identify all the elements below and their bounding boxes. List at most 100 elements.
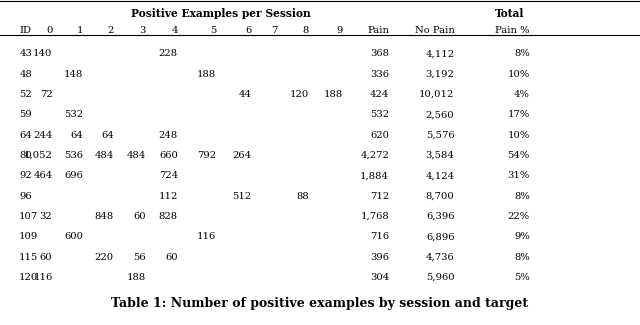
Text: Positive Examples per Session: Positive Examples per Session bbox=[131, 8, 310, 20]
Text: 59: 59 bbox=[19, 110, 32, 119]
Text: 32: 32 bbox=[40, 212, 52, 221]
Text: 188: 188 bbox=[127, 273, 146, 282]
Text: 8%: 8% bbox=[514, 253, 530, 262]
Text: 10%: 10% bbox=[508, 70, 530, 79]
Text: 532: 532 bbox=[370, 110, 389, 119]
Text: 80: 80 bbox=[19, 151, 32, 160]
Text: 248: 248 bbox=[159, 131, 178, 140]
Text: ID: ID bbox=[19, 26, 31, 35]
Text: 4,112: 4,112 bbox=[425, 49, 454, 58]
Text: 9: 9 bbox=[337, 26, 343, 35]
Text: 532: 532 bbox=[64, 110, 83, 119]
Text: 60: 60 bbox=[133, 212, 146, 221]
Text: 228: 228 bbox=[159, 49, 178, 58]
Text: 8%: 8% bbox=[514, 49, 530, 58]
Text: 8,700: 8,700 bbox=[426, 192, 454, 201]
Text: 4,124: 4,124 bbox=[425, 171, 454, 180]
Text: 120: 120 bbox=[19, 273, 38, 282]
Text: 22%: 22% bbox=[508, 212, 530, 221]
Text: 120: 120 bbox=[290, 90, 309, 99]
Text: 3,584: 3,584 bbox=[426, 151, 454, 160]
Text: 5: 5 bbox=[210, 26, 216, 35]
Text: 792: 792 bbox=[197, 151, 216, 160]
Text: 536: 536 bbox=[64, 151, 83, 160]
Text: 188: 188 bbox=[197, 70, 216, 79]
Text: 336: 336 bbox=[370, 70, 389, 79]
Text: 8%: 8% bbox=[514, 192, 530, 201]
Text: 10,012: 10,012 bbox=[419, 90, 454, 99]
Text: 1: 1 bbox=[77, 26, 83, 35]
Text: 1,768: 1,768 bbox=[360, 212, 389, 221]
Text: 60: 60 bbox=[40, 253, 52, 262]
Text: 2,560: 2,560 bbox=[426, 110, 454, 119]
Text: 116: 116 bbox=[197, 232, 216, 241]
Text: Table 1: Number of positive examples by session and target: Table 1: Number of positive examples by … bbox=[111, 297, 529, 310]
Text: 44: 44 bbox=[239, 90, 252, 99]
Text: 660: 660 bbox=[159, 151, 178, 160]
Text: 600: 600 bbox=[64, 232, 83, 241]
Text: 72: 72 bbox=[40, 90, 52, 99]
Text: 712: 712 bbox=[370, 192, 389, 201]
Text: 56: 56 bbox=[133, 253, 146, 262]
Text: 716: 716 bbox=[370, 232, 389, 241]
Text: 17%: 17% bbox=[508, 110, 530, 119]
Text: 396: 396 bbox=[370, 253, 389, 262]
Text: Pain %: Pain % bbox=[495, 26, 530, 35]
Text: 244: 244 bbox=[33, 131, 52, 140]
Text: 92: 92 bbox=[19, 171, 32, 180]
Text: 5,960: 5,960 bbox=[426, 273, 454, 282]
Text: 7: 7 bbox=[271, 26, 277, 35]
Text: 512: 512 bbox=[232, 192, 252, 201]
Text: 188: 188 bbox=[324, 90, 343, 99]
Text: 264: 264 bbox=[232, 151, 252, 160]
Text: 116: 116 bbox=[33, 273, 52, 282]
Text: Pain: Pain bbox=[367, 26, 389, 35]
Text: 148: 148 bbox=[64, 70, 83, 79]
Text: 107: 107 bbox=[19, 212, 38, 221]
Text: 48: 48 bbox=[19, 70, 32, 79]
Text: 112: 112 bbox=[159, 192, 178, 201]
Text: Total: Total bbox=[495, 8, 524, 20]
Text: 88: 88 bbox=[296, 192, 309, 201]
Text: 5,576: 5,576 bbox=[426, 131, 454, 140]
Text: 4: 4 bbox=[172, 26, 178, 35]
Text: 3: 3 bbox=[140, 26, 146, 35]
Text: 140: 140 bbox=[33, 49, 52, 58]
Text: 220: 220 bbox=[95, 253, 114, 262]
Text: 696: 696 bbox=[65, 171, 83, 180]
Text: 109: 109 bbox=[19, 232, 38, 241]
Text: 115: 115 bbox=[19, 253, 38, 262]
Text: 0: 0 bbox=[46, 26, 52, 35]
Text: 5%: 5% bbox=[514, 273, 530, 282]
Text: 848: 848 bbox=[95, 212, 114, 221]
Text: 6: 6 bbox=[245, 26, 252, 35]
Text: 60: 60 bbox=[165, 253, 178, 262]
Text: 484: 484 bbox=[127, 151, 146, 160]
Text: 6,896: 6,896 bbox=[426, 232, 454, 241]
Text: 1,052: 1,052 bbox=[24, 151, 52, 160]
Text: 8: 8 bbox=[303, 26, 309, 35]
Text: 6,396: 6,396 bbox=[426, 212, 454, 221]
Text: 10%: 10% bbox=[508, 131, 530, 140]
Text: 64: 64 bbox=[70, 131, 83, 140]
Text: 96: 96 bbox=[19, 192, 32, 201]
Text: 31%: 31% bbox=[508, 171, 530, 180]
Text: 3,192: 3,192 bbox=[426, 70, 454, 79]
Text: 64: 64 bbox=[19, 131, 32, 140]
Text: 4,736: 4,736 bbox=[426, 253, 454, 262]
Text: 4%: 4% bbox=[514, 90, 530, 99]
Text: 368: 368 bbox=[370, 49, 389, 58]
Text: 304: 304 bbox=[370, 273, 389, 282]
Text: 54%: 54% bbox=[508, 151, 530, 160]
Text: 52: 52 bbox=[19, 90, 32, 99]
Text: 43: 43 bbox=[19, 49, 32, 58]
Text: 620: 620 bbox=[370, 131, 389, 140]
Text: 828: 828 bbox=[159, 212, 178, 221]
Text: 2: 2 bbox=[108, 26, 114, 35]
Text: 724: 724 bbox=[159, 171, 178, 180]
Text: No Pain: No Pain bbox=[415, 26, 454, 35]
Text: 484: 484 bbox=[95, 151, 114, 160]
Text: 9%: 9% bbox=[514, 232, 530, 241]
Text: 424: 424 bbox=[370, 90, 389, 99]
Text: 1,884: 1,884 bbox=[360, 171, 389, 180]
